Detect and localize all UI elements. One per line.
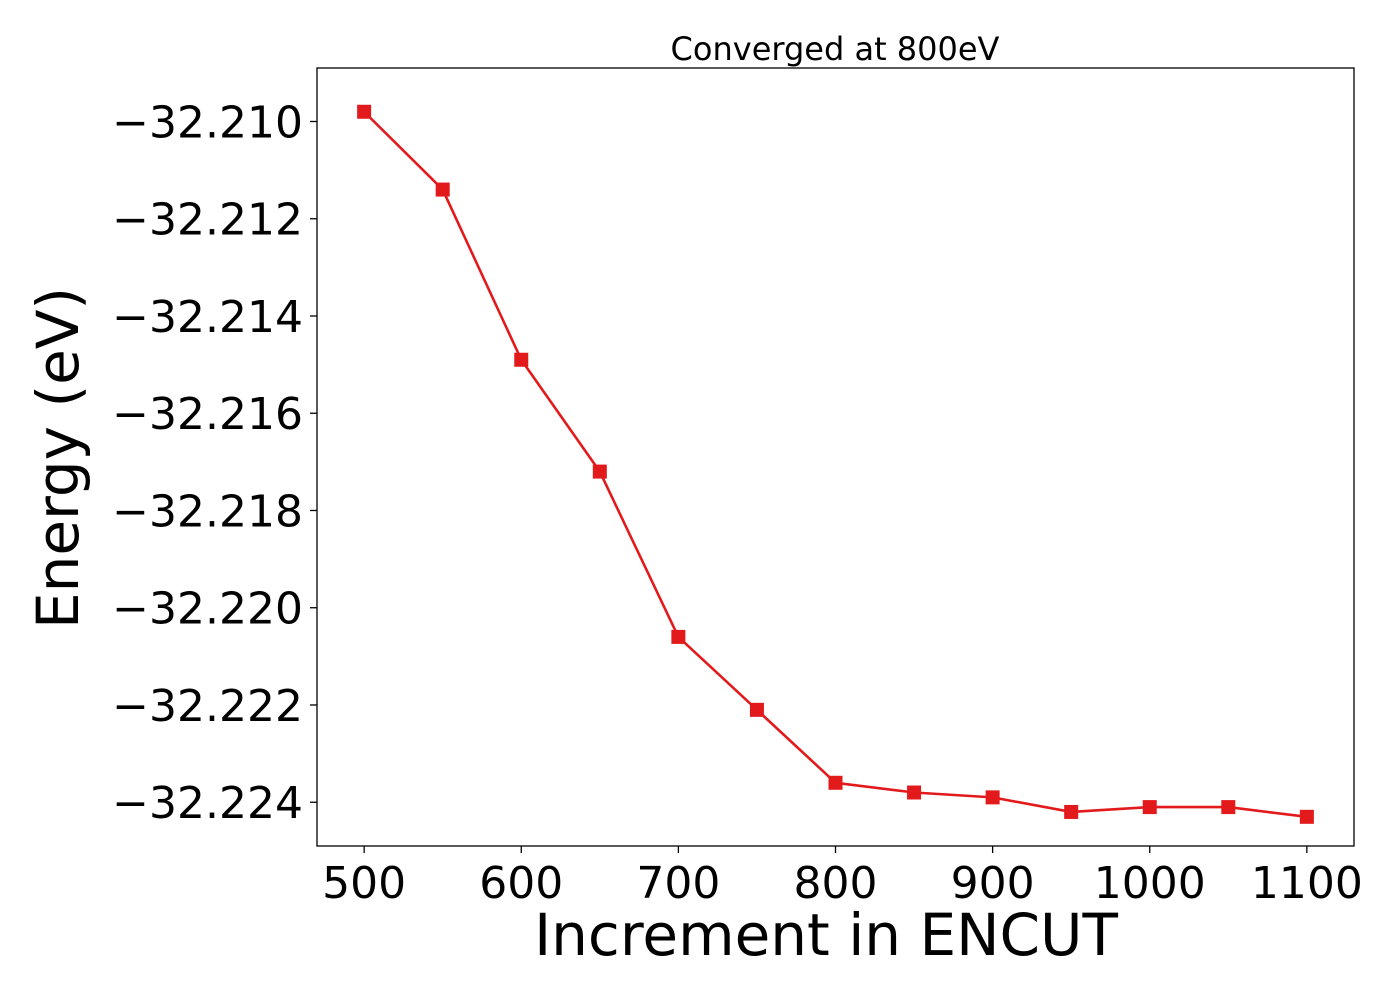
data-point-marker [1221, 800, 1236, 815]
x-axis-ticks: 500 600 700 800 900 1000 1100 [322, 846, 1363, 909]
y-tick-label: −32.214 [112, 292, 303, 343]
data-point-marker [357, 104, 372, 119]
x-tick-label: 600 [479, 858, 563, 909]
y-tick-label: −32.212 [112, 195, 303, 246]
data-point-marker [435, 182, 450, 197]
y-tick-label: −32.222 [112, 681, 303, 732]
x-tick-label: 1100 [1251, 858, 1363, 909]
data-point-marker [1142, 800, 1157, 815]
data-point-marker [985, 790, 1000, 805]
plot-area-frame [316, 67, 1355, 847]
series-energy [357, 104, 1314, 824]
x-tick-label: 900 [951, 858, 1035, 909]
y-tick-label: −32.216 [112, 389, 303, 440]
y-axis-ticks: −32.210 −32.212 −32.214 −32.216 −32.218 −32.2… [112, 97, 317, 829]
y-axis-label: Energy (eV) [24, 287, 92, 629]
y-tick-label: −32.220 [112, 584, 303, 635]
y-tick-label: −32.210 [112, 97, 303, 148]
y-tick-label: −32.224 [112, 778, 303, 829]
data-point-marker [592, 464, 607, 479]
data-point-marker [1299, 809, 1314, 824]
chart-title: Converged at 800eV [671, 30, 1000, 68]
data-point-marker [514, 352, 529, 367]
x-tick-label: 800 [794, 858, 878, 909]
data-point-marker [907, 785, 922, 800]
x-tick-label: 500 [322, 858, 406, 909]
x-tick-label: 700 [636, 858, 720, 909]
data-point-marker [828, 775, 843, 790]
series-line [363, 110, 1308, 819]
data-point-marker [1064, 804, 1079, 819]
data-point-marker [671, 629, 686, 644]
data-point-marker [749, 702, 764, 717]
y-tick-label: −32.218 [112, 486, 303, 537]
x-axis-label: Increment in ENCUT [534, 901, 1118, 969]
x-tick-label: 1000 [1094, 858, 1206, 909]
